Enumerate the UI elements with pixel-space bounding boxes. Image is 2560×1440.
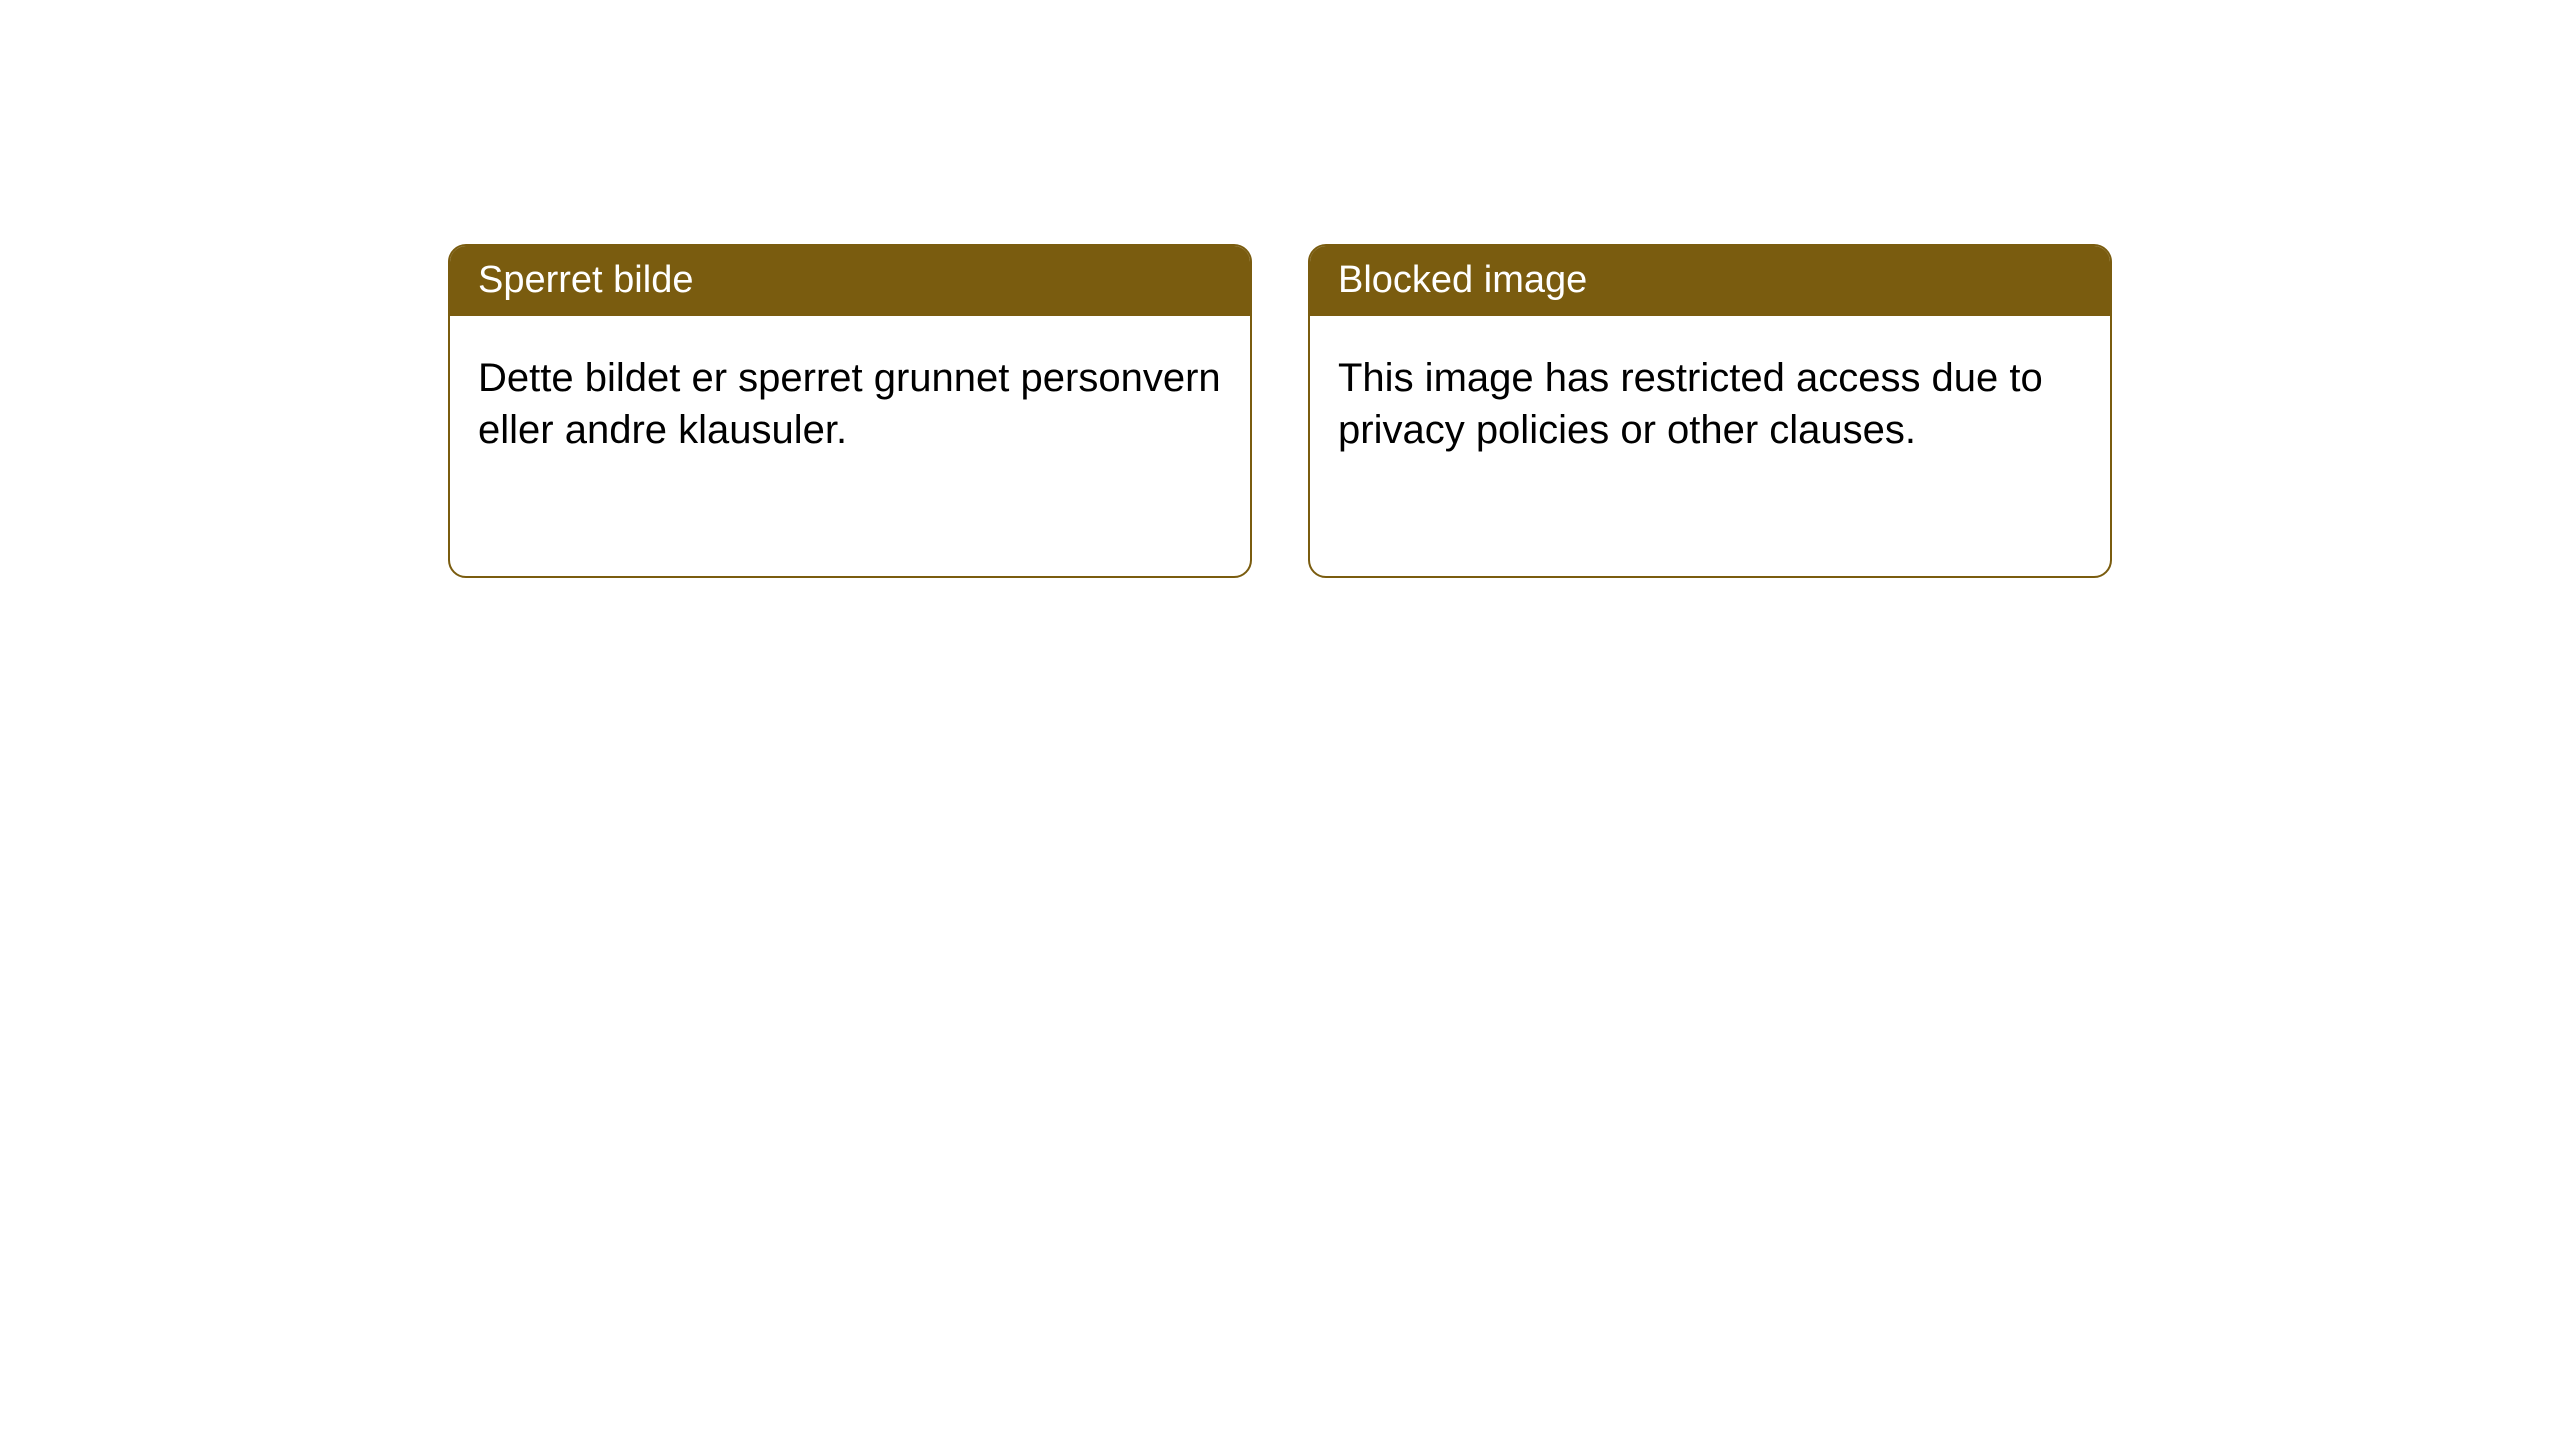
card-body: This image has restricted access due to … bbox=[1310, 316, 2110, 492]
card-title: Sperret bilde bbox=[478, 259, 693, 301]
card-body-text: Dette bildet er sperret grunnet personve… bbox=[478, 356, 1221, 452]
card-header: Blocked image bbox=[1310, 246, 2110, 316]
card-body: Dette bildet er sperret grunnet personve… bbox=[450, 316, 1250, 492]
card-title: Blocked image bbox=[1338, 259, 1587, 301]
blocked-image-card-norwegian: Sperret bilde Dette bildet er sperret gr… bbox=[448, 244, 1252, 578]
blocked-image-card-english: Blocked image This image has restricted … bbox=[1308, 244, 2112, 578]
card-body-text: This image has restricted access due to … bbox=[1338, 356, 2043, 452]
card-header: Sperret bilde bbox=[450, 246, 1250, 316]
notice-container: Sperret bilde Dette bildet er sperret gr… bbox=[0, 0, 2560, 578]
